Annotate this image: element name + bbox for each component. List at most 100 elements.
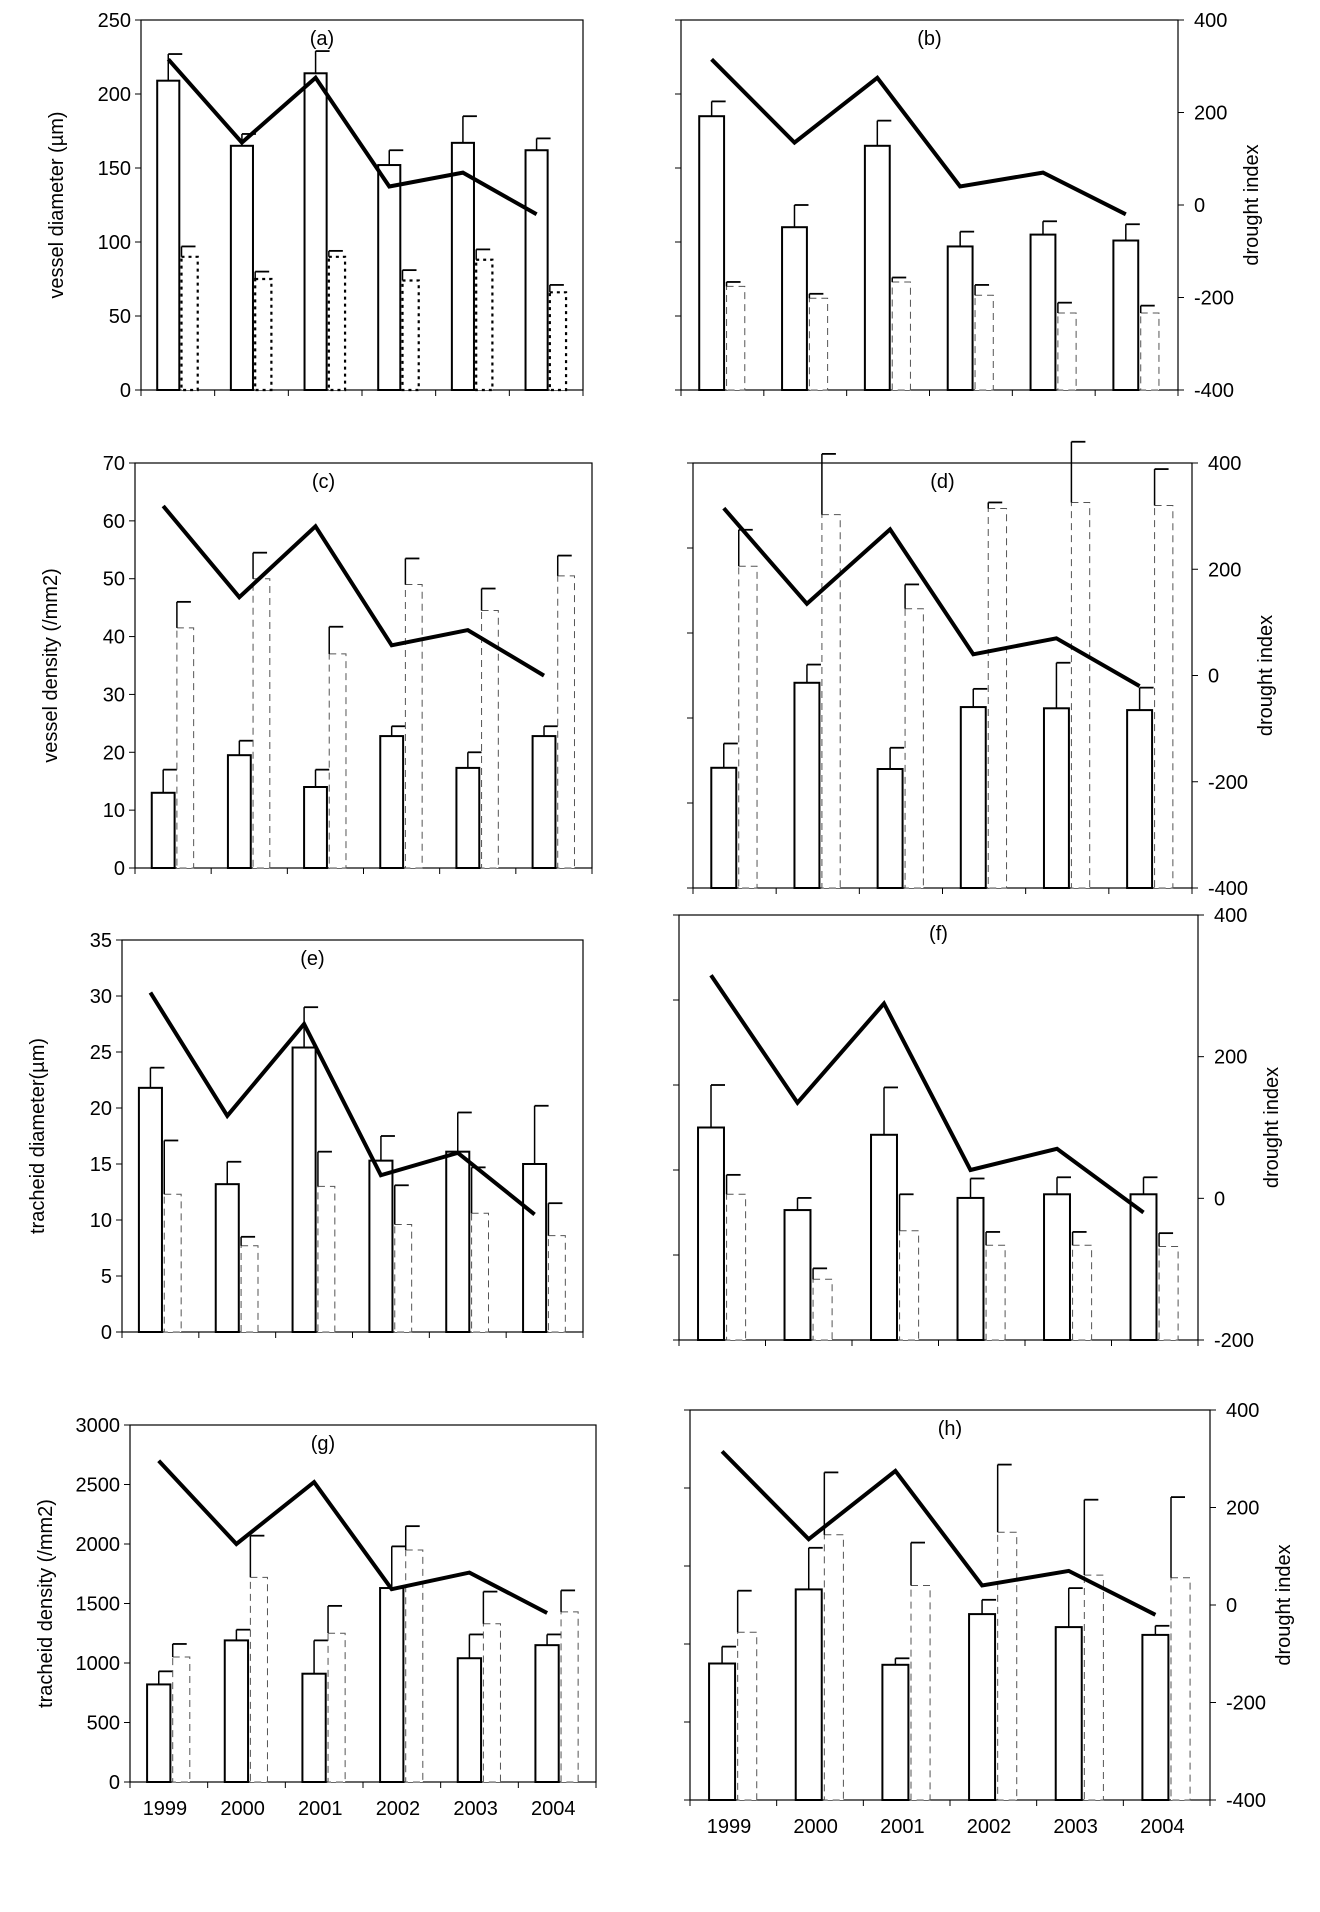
bar-solid-2003 (1043, 1193, 1071, 1342)
bar-solid-2001 (291, 1046, 317, 1334)
y2-tick-label: 200 (1208, 559, 1241, 581)
y-tick-label: 40 (103, 627, 125, 649)
bar-solid-2000 (229, 144, 254, 391)
x-tick-label-2004: 2004 (1140, 1816, 1185, 1838)
y-tick-label: 1000 (76, 1653, 121, 1675)
bar-dashed-2002 (405, 1549, 424, 1783)
y-tick-label: 250 (98, 10, 131, 32)
bar-solid-2000 (781, 226, 808, 391)
panel-d: -400 -200 0 200 400 (d) drought index (687, 440, 1277, 900)
bar-solid-1999 (137, 1086, 163, 1333)
bar-dashed-2004 (560, 1611, 579, 1783)
bar-dashed-2003 (1070, 501, 1091, 889)
bar-solid-2000 (783, 1209, 812, 1341)
bar-dashed-2000 (821, 514, 841, 889)
bar-dashed-2003 (1072, 1244, 1093, 1341)
bar-solid-2001 (303, 72, 328, 391)
bar-solid-2000 (226, 754, 252, 870)
bar-dashed-2000 (823, 1534, 844, 1801)
bar-solid-2004 (1129, 1193, 1158, 1342)
y2-tick-label: 200 (1194, 103, 1227, 125)
panel-label-g: (g) (311, 1433, 335, 1455)
y-tick-label: 5 (101, 1266, 112, 1288)
bar-dashed-1999 (180, 255, 199, 392)
panel-a: 0 50 100 150 200 250 (a) vessel diameter (µm) (46, 10, 584, 402)
bar-solid-2002 (959, 706, 987, 889)
bar-solid-2003 (450, 141, 475, 391)
bar-dashed-1999 (737, 1631, 758, 1801)
x-tick-label-2000: 2000 (220, 1798, 265, 1820)
bar-dashed-2001 (904, 608, 924, 889)
y2-tick-label: 400 (1226, 1400, 1259, 1422)
y-tick-label: 15 (90, 1154, 112, 1176)
y2-axis-title: drought index (1255, 615, 1277, 736)
y-tick-label: 60 (103, 511, 125, 533)
y-tick-label: 100 (98, 232, 131, 254)
y-tick-label: 0 (114, 858, 125, 880)
bar-solid-2004 (534, 1644, 560, 1784)
drought-index-line (722, 506, 1141, 688)
y-tick-label: 2000 (76, 1534, 121, 1556)
bar-solid-2003 (1029, 233, 1057, 391)
bar-solid-2001 (870, 1133, 898, 1342)
bar-dashed-2003 (1083, 1574, 1104, 1801)
y2-axis-title: drought index (1261, 1067, 1283, 1188)
bar-solid-2003 (1042, 707, 1070, 889)
bar-dashed-2003 (481, 610, 499, 869)
bar-dashed-2000 (249, 1576, 268, 1783)
y-tick-label: 20 (103, 742, 125, 764)
bar-dashed-2001 (910, 1585, 931, 1801)
y2-tick-label: -200 (1208, 772, 1248, 794)
drought-index-line (709, 974, 1145, 1215)
y-tick-label: 25 (90, 1042, 112, 1064)
panel-label-b: (b) (917, 28, 941, 50)
y2-tick-label: 400 (1208, 453, 1241, 475)
x-tick-label-2004: 2004 (531, 1798, 576, 1820)
y-tick-label: 0 (101, 1322, 112, 1344)
bar-dashed-2002 (987, 508, 1008, 889)
bar-solid-2001 (881, 1663, 910, 1802)
bar-dashed-2003 (482, 1623, 501, 1783)
bar-solid-1999 (146, 1683, 172, 1784)
y2-tick-label: -400 (1226, 1790, 1266, 1812)
x-tick-label-2003: 2003 (1053, 1816, 1098, 1838)
y2-tick-label: -400 (1208, 878, 1248, 900)
bar-dashed-2000 (808, 297, 829, 391)
panel-e: 0 5 10 15 20 25 30 35 (e) tracheid diameter(µm) (27, 930, 584, 1344)
drought-index-line (710, 57, 1127, 217)
x-tick-label-2001: 2001 (880, 1816, 925, 1838)
x-tick-label-2002: 2002 (967, 1816, 1012, 1838)
bar-solid-2004 (531, 735, 557, 869)
y2-axis-title: drought index (1241, 144, 1263, 265)
bar-dashed-1999 (738, 565, 758, 889)
bar-dashed-1999 (163, 1193, 182, 1333)
bar-dashed-1999 (726, 1193, 747, 1341)
drought-index-line (166, 57, 538, 217)
y2-tick-label: -200 (1194, 288, 1234, 310)
y-tick-label: 10 (103, 800, 125, 822)
x-tick-label-2002: 2002 (376, 1798, 421, 1820)
y2-axis-title: drought index (1273, 1544, 1295, 1665)
drought-index-line (148, 991, 536, 1216)
bar-solid-1999 (698, 115, 726, 391)
bar-dashed-2002 (401, 279, 420, 392)
plot-frame (678, 914, 1199, 1341)
y2-tick-label: 0 (1214, 1188, 1225, 1210)
bar-dashed-2000 (812, 1278, 833, 1341)
bar-solid-2004 (1112, 239, 1140, 391)
y-tick-label: 30 (90, 986, 112, 1008)
bar-dashed-2000 (252, 578, 271, 869)
y2-tick-label: 0 (1208, 666, 1219, 688)
bar-dashed-2004 (1158, 1246, 1179, 1341)
y-tick-label: 10 (90, 1210, 112, 1232)
bar-dashed-1999 (172, 1656, 191, 1783)
bar-dashed-2004 (1154, 505, 1174, 889)
bar-dashed-2004 (557, 575, 575, 869)
bar-dashed-2004 (1140, 312, 1160, 391)
y-axis-title: tracheid density (/mm2) (35, 1499, 57, 1708)
bar-dashed-2002 (974, 294, 994, 391)
y-tick-label: 200 (98, 84, 131, 106)
bar-solid-2004 (1141, 1633, 1170, 1802)
y2-tick-label: -200 (1226, 1693, 1266, 1715)
